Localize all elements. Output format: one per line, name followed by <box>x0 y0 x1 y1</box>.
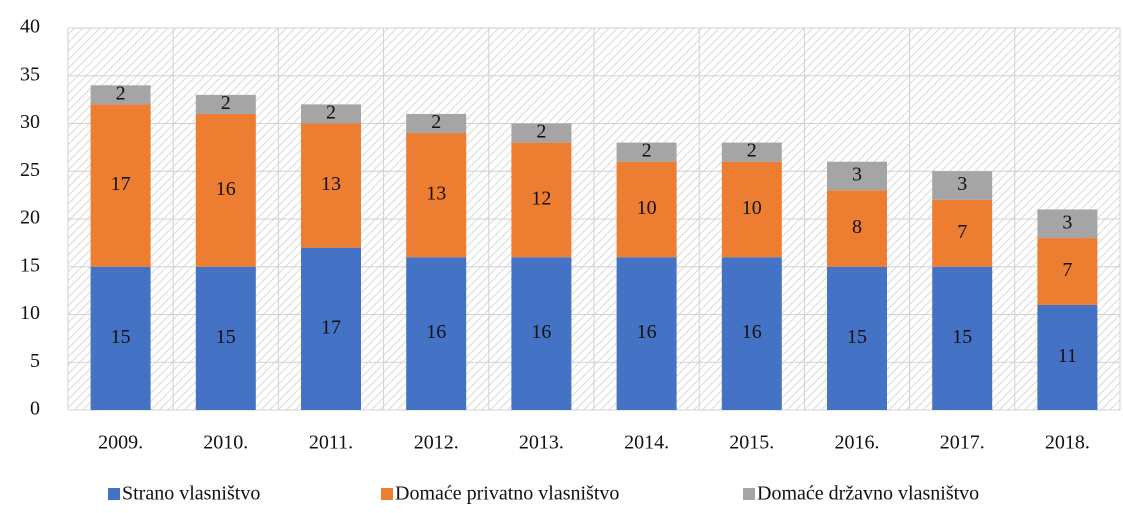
bar-segment <box>721 257 782 410</box>
bar-segment <box>827 190 887 267</box>
data-label: 15 <box>111 326 131 348</box>
y-tick-label: 10 <box>20 302 40 324</box>
data-label: 2 <box>221 92 231 114</box>
x-tick-label: 2011. <box>309 432 353 454</box>
data-label: 8 <box>852 216 862 238</box>
bar-segment <box>616 257 677 410</box>
bar-segment <box>932 199 993 267</box>
bar-segment <box>511 142 572 258</box>
y-tick-label: 5 <box>30 350 40 372</box>
bar-segment <box>1037 304 1098 410</box>
data-label: 16 <box>742 321 762 343</box>
x-tick-label: 2016. <box>835 432 880 454</box>
bar-segment <box>1037 238 1098 305</box>
data-label: 15 <box>216 326 236 348</box>
bar-segment <box>616 142 677 162</box>
legend-label: Strano vlasništvo <box>122 483 260 505</box>
legend-label: Domaće privatno vlasništvo <box>395 483 619 505</box>
bar-segment <box>721 161 782 258</box>
y-tick-label: 20 <box>20 207 40 229</box>
data-label: 16 <box>637 321 657 343</box>
bar-segment <box>90 104 151 267</box>
x-tick-label: 2015. <box>729 432 774 454</box>
x-tick-label: 2009. <box>98 432 143 454</box>
data-label: 17 <box>111 173 131 195</box>
bar-segment <box>301 104 361 124</box>
legend-swatch <box>381 488 393 500</box>
bar-segment <box>301 247 361 410</box>
data-label: 3 <box>1062 211 1072 233</box>
data-label: 2 <box>536 121 546 143</box>
bar-segment <box>827 161 887 191</box>
x-tick-label: 2010. <box>203 432 248 454</box>
x-tick-label: 2014. <box>624 432 669 454</box>
legend-swatch <box>108 488 120 500</box>
bar-segment <box>511 123 572 143</box>
data-label: 13 <box>426 183 446 205</box>
x-tick-label: 2013. <box>519 432 564 454</box>
bar-segment <box>616 161 677 258</box>
x-tick-label: 2018. <box>1045 432 1090 454</box>
y-tick-label: 35 <box>20 63 40 85</box>
y-tick-label: 25 <box>20 159 40 181</box>
data-label: 15 <box>952 326 972 348</box>
data-label: 16 <box>531 321 551 343</box>
data-label: 7 <box>957 221 967 243</box>
data-label: 13 <box>321 173 341 195</box>
data-label: 10 <box>637 197 657 219</box>
bar-segment <box>195 266 256 410</box>
data-label: 12 <box>531 187 551 209</box>
x-tick-label: 2017. <box>940 432 985 454</box>
y-tick-label: 15 <box>20 254 40 276</box>
data-label: 17 <box>321 316 341 338</box>
data-label: 7 <box>1062 259 1072 281</box>
bar-segment <box>932 171 993 200</box>
y-tick-label: 30 <box>20 111 40 133</box>
y-tick-label: 0 <box>30 398 40 420</box>
bar-segment <box>195 94 256 114</box>
data-label: 16 <box>426 321 446 343</box>
x-tick-label: 2012. <box>414 432 459 454</box>
data-label: 3 <box>852 164 862 186</box>
bar-segment <box>90 266 151 410</box>
bar-segment <box>406 113 467 134</box>
bar-segment <box>827 266 887 410</box>
data-label: 2 <box>431 111 441 133</box>
bar-segment <box>90 85 151 105</box>
bar-segment <box>301 123 361 248</box>
bar-segment <box>195 113 256 267</box>
legend-swatch <box>743 488 755 500</box>
bar-segment <box>406 133 467 258</box>
bar-segment <box>721 142 782 162</box>
data-label: 2 <box>326 102 336 124</box>
data-label: 2 <box>116 82 126 104</box>
bar-segment <box>511 257 572 410</box>
data-label: 3 <box>957 173 967 195</box>
bar-segment <box>1037 209 1098 239</box>
bar-segment <box>932 266 993 410</box>
data-label: 11 <box>1058 345 1077 367</box>
legend-label: Domaće državno vlasništvo <box>757 483 979 505</box>
data-label: 2 <box>747 140 757 162</box>
data-label: 10 <box>742 197 762 219</box>
data-label: 2 <box>642 140 652 162</box>
data-label: 16 <box>216 178 236 200</box>
y-tick-label: 40 <box>20 16 40 38</box>
bar-segment <box>406 257 467 410</box>
data-label: 15 <box>847 326 867 348</box>
